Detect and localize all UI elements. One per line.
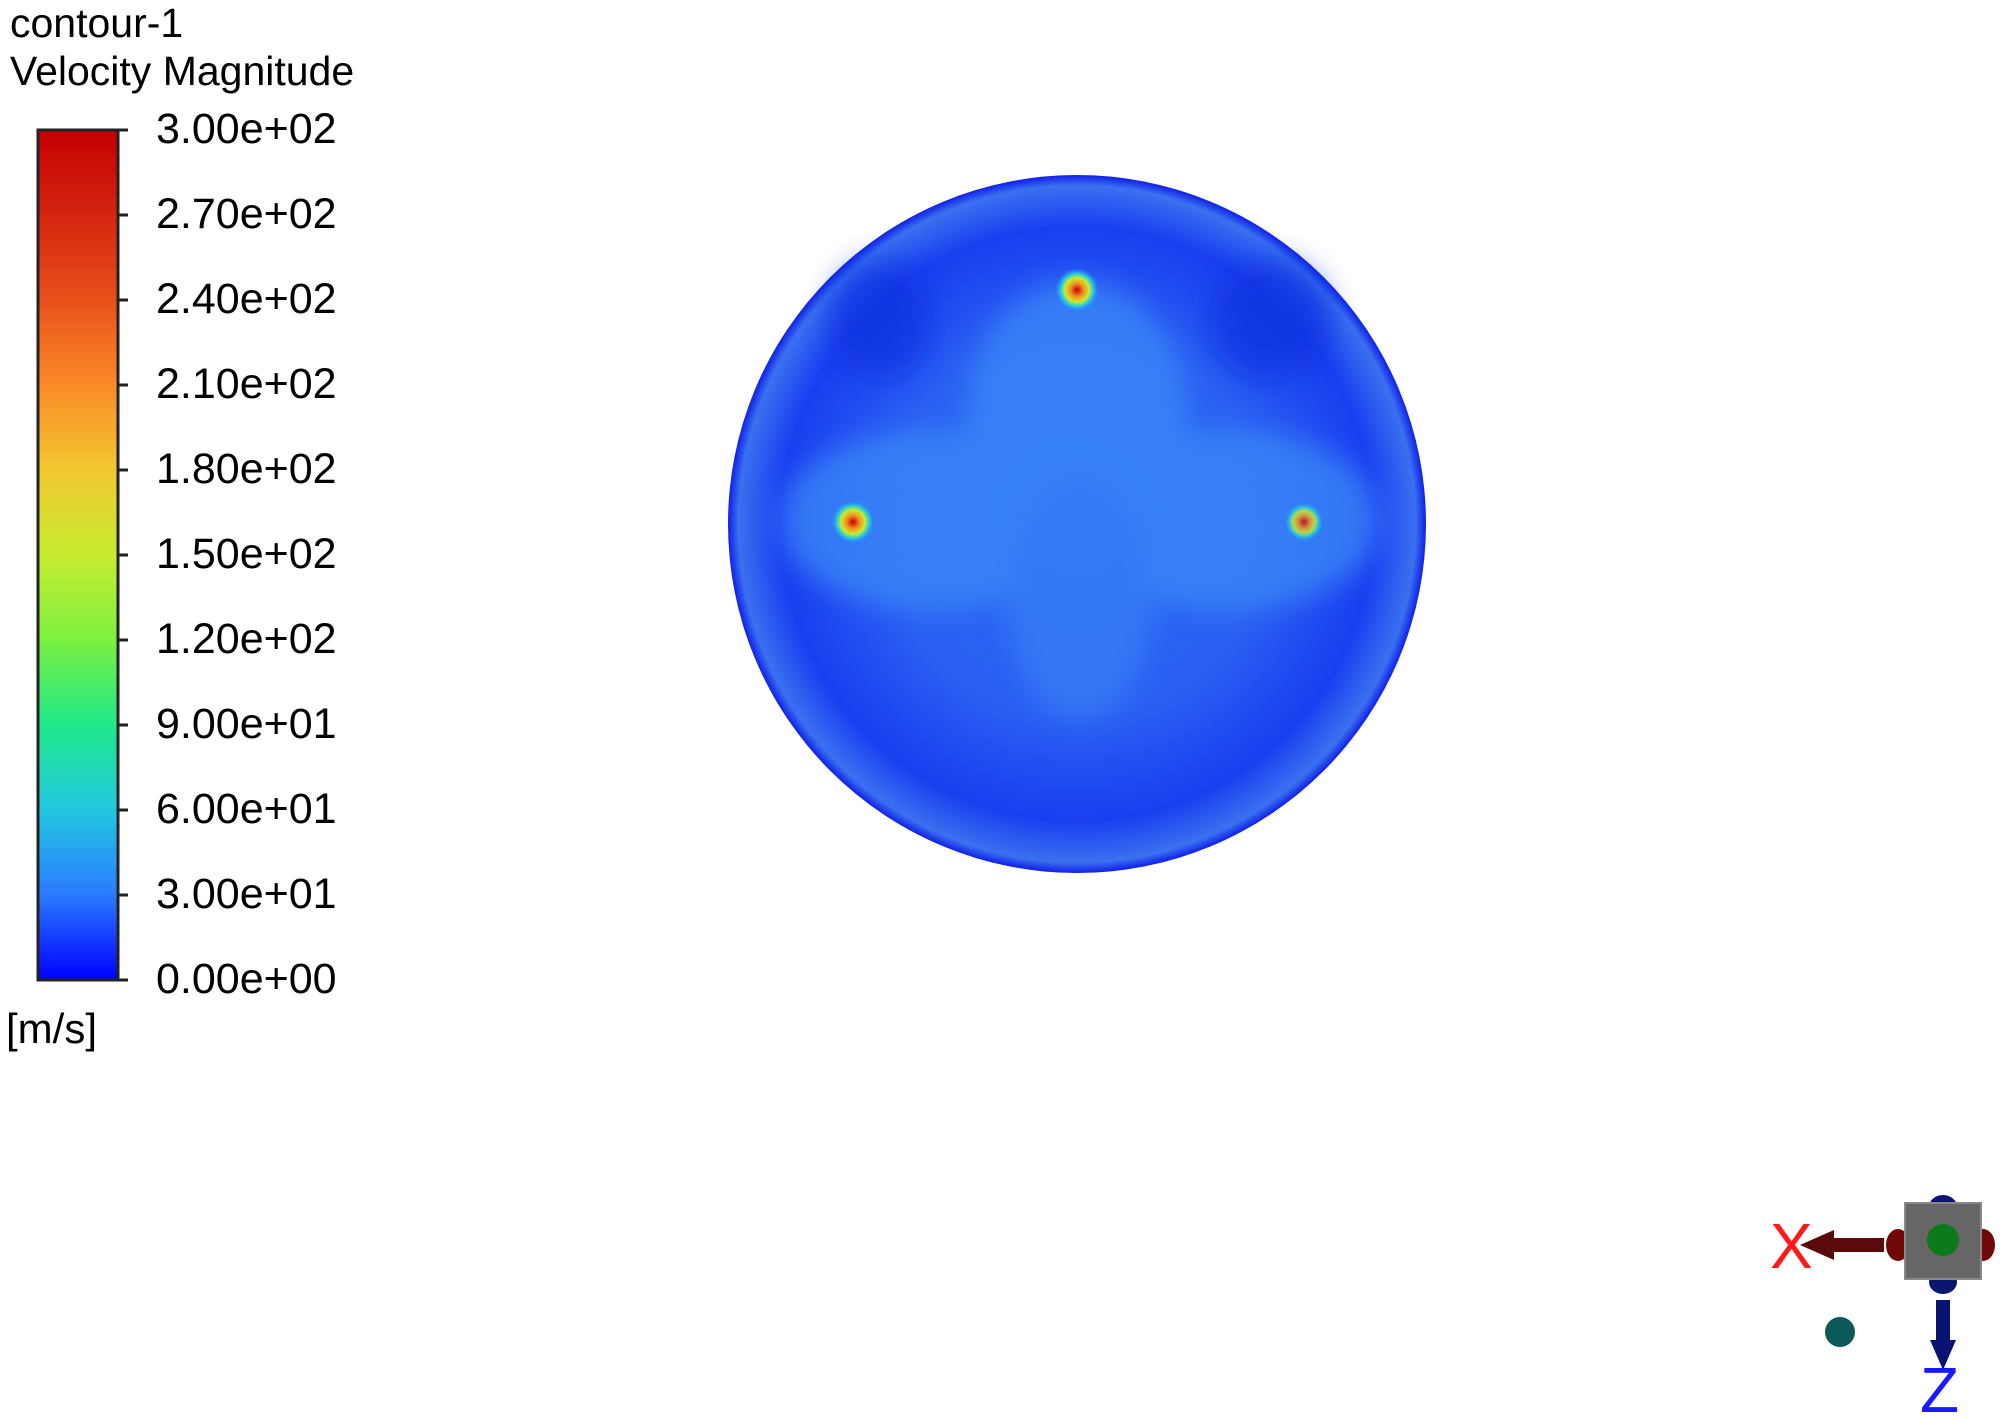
hotspot-top [1055, 268, 1099, 312]
colorbar-tick-label: 0.00e+00 [156, 955, 337, 1003]
contour-title: contour-1 [10, 0, 184, 46]
colorbar-tick-label: 1.50e+02 [156, 530, 337, 578]
colorbar-unit: [m/s] [6, 1005, 97, 1052]
colorbar-tick-label: 2.40e+02 [156, 275, 337, 323]
hotspot-right [1284, 502, 1324, 542]
colorbar-tick-label: 2.10e+02 [156, 360, 337, 408]
z-axis-label: Z [1920, 1354, 1959, 1420]
contour-disk [728, 175, 1426, 873]
colorbar-tick-label: 6.00e+01 [156, 785, 337, 833]
x-axis-label: X [1770, 1210, 1813, 1282]
colorbar-tick-label: 3.00e+01 [156, 870, 337, 918]
colorbar-tick-label: 1.20e+02 [156, 615, 337, 663]
hotspot-left [831, 500, 875, 544]
colorbar-tick-label: 9.00e+01 [156, 700, 337, 748]
colorbar-tick-label: 2.70e+02 [156, 190, 337, 238]
axis-triad[interactable]: X Z [1770, 1195, 1995, 1420]
colorbar [36, 128, 120, 982]
colorbar-tick-label: 1.80e+02 [156, 445, 337, 493]
colorbar-tick-label: 3.00e+02 [156, 105, 337, 153]
variable-title: Velocity Magnitude [10, 48, 355, 94]
